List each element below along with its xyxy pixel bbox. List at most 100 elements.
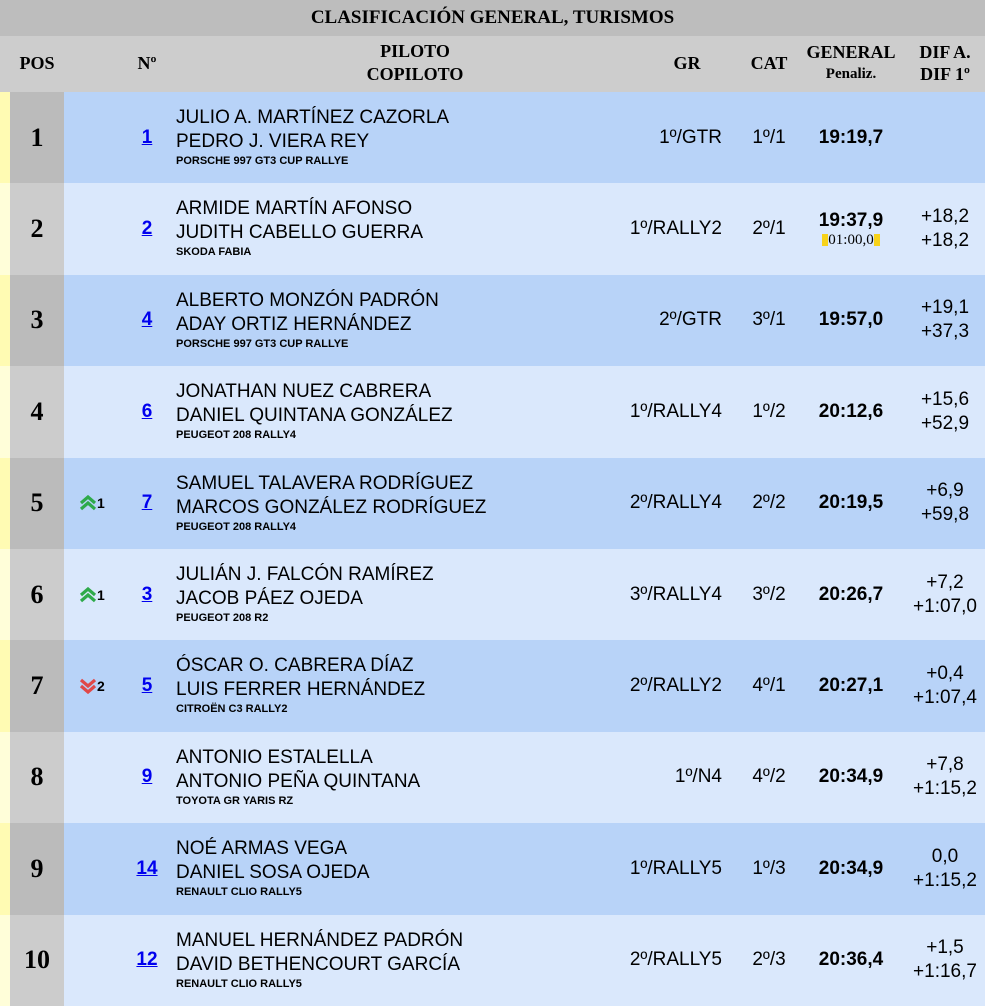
double-chevron-up-icon xyxy=(80,495,96,511)
general-time: 19:57,0 xyxy=(800,275,902,366)
codriver-name: DANIEL SOSA OJEDA xyxy=(176,862,370,884)
diff-first: +1:07,4 xyxy=(913,687,977,709)
crew: JONATHAN NUEZ CABRERA DANIEL QUINTANA GO… xyxy=(176,380,453,442)
total-time: 19:57,0 xyxy=(818,309,884,331)
codriver-name: JACOB PÁEZ OJEDA xyxy=(176,587,363,609)
crew: ANTONIO ESTALELLA ANTONIO PEÑA QUINTANA … xyxy=(176,746,420,808)
double-chevron-down-icon xyxy=(80,678,96,695)
diff-previous: +19,1 xyxy=(920,297,970,319)
car-number-link[interactable]: 3 xyxy=(141,583,153,605)
position: 8 xyxy=(10,731,64,824)
group-rank: 1º/GTR xyxy=(659,126,722,148)
header-copiloto: COPILOTO xyxy=(366,64,464,84)
header-pos: POS xyxy=(19,53,55,73)
row-marker xyxy=(0,274,10,367)
table-row: 7 2 5 ÓSCAR O. CABRERA DÍAZ LUIS FERRER … xyxy=(0,640,985,732)
category-rank: 3º/1 xyxy=(752,309,786,331)
crew: MANUEL HERNÁNDEZ PADRÓN DAVID BETHENCOUR… xyxy=(176,929,463,991)
car-number-link[interactable]: 5 xyxy=(141,675,153,697)
position-change: 1 xyxy=(80,549,105,640)
position: 9 xyxy=(10,823,64,915)
general-time: 20:34,9 xyxy=(800,732,902,823)
diff-previous: +15,6 xyxy=(920,388,970,410)
driver-name: JONATHAN NUEZ CABRERA xyxy=(176,381,432,403)
differences: +0,4 +1:07,4 xyxy=(905,640,985,731)
row-marker xyxy=(0,823,10,915)
header-general: GENERAL xyxy=(806,42,896,62)
diff-first: +59,8 xyxy=(920,504,970,526)
codriver-name: LUIS FERRER HERNÁNDEZ xyxy=(176,679,426,701)
diff-first: +1:07,0 xyxy=(913,595,977,617)
row-marker xyxy=(0,183,10,275)
differences: +18,2 +18,2 xyxy=(905,183,985,274)
table-row: 4 6 JONATHAN NUEZ CABRERA DANIEL QUINTAN… xyxy=(0,366,985,458)
total-time: 20:19,5 xyxy=(818,492,884,514)
diff-previous: +6,9 xyxy=(926,480,964,502)
diff-previous: +0,4 xyxy=(926,663,964,685)
position: 4 xyxy=(10,366,64,458)
header-cat: CAT xyxy=(750,53,788,73)
table-header: POS Nº PILOTO COPILOTO GR CAT GENERAL Pe… xyxy=(0,36,985,92)
driver-name: NOÉ ARMAS VEGA xyxy=(176,838,348,860)
header-piloto: PILOTO xyxy=(380,41,450,61)
header-dif-1: DIF 1º xyxy=(920,64,970,84)
row-marker xyxy=(0,548,10,641)
table-row: 1 1 JULIO A. MARTÍNEZ CAZORLA PEDRO J. V… xyxy=(0,92,985,184)
total-time: 19:19,7 xyxy=(818,126,884,148)
table-row: 6 1 3 JULIÁN J. FALCÓN RAMÍREZ JACOB PÁE… xyxy=(0,548,985,641)
total-time: 20:12,6 xyxy=(818,400,884,422)
driver-name: ÓSCAR O. CABRERA DÍAZ xyxy=(176,655,414,677)
category-rank: 2º/1 xyxy=(752,218,786,240)
differences: +1,5 +1:16,7 xyxy=(905,915,985,1006)
change-amount: 1 xyxy=(97,586,105,603)
general-time: 20:34,9 xyxy=(800,823,902,914)
diff-first: +1:16,7 xyxy=(913,961,977,983)
table-row: 8 9 ANTONIO ESTALELLA ANTONIO PEÑA QUINT… xyxy=(0,731,985,824)
header-gr: GR xyxy=(673,53,701,73)
differences: +6,9 +59,8 xyxy=(905,458,985,549)
position-change: 1 xyxy=(80,458,105,549)
position-change: 2 xyxy=(80,640,105,731)
car-number-link[interactable]: 12 xyxy=(136,949,158,971)
codriver-name: JUDITH CABELLO GUERRA xyxy=(176,222,424,244)
group-rank: 2º/RALLY5 xyxy=(629,949,722,971)
group-rank: 1º/RALLY5 xyxy=(629,857,722,879)
general-time: 20:27,1 xyxy=(800,640,902,731)
car-number-link[interactable]: 14 xyxy=(136,857,158,879)
car-number-link[interactable]: 9 xyxy=(141,766,153,788)
car-number-link[interactable]: 7 xyxy=(141,492,153,514)
header-penaliz: Penaliz. xyxy=(825,66,877,82)
car-number-link[interactable]: 6 xyxy=(141,400,153,422)
diff-previous: +1,5 xyxy=(926,937,964,959)
table-title: CLASIFICACIÓN GENERAL, TURISMOS xyxy=(0,0,985,36)
diff-first: +1:15,2 xyxy=(913,778,977,800)
group-rank: 2º/RALLY4 xyxy=(629,492,722,514)
car-model: PEUGEOT 208 RALLY4 xyxy=(176,520,297,533)
diff-previous: +7,2 xyxy=(926,571,964,593)
change-amount: 2 xyxy=(97,678,105,695)
car-number-link[interactable]: 2 xyxy=(141,218,153,240)
group-rank: 1º/N4 xyxy=(674,766,722,788)
total-time: 20:36,4 xyxy=(818,949,884,971)
group-rank: 2º/RALLY2 xyxy=(629,675,722,697)
general-time: 19:37,9 01:00,0 xyxy=(800,183,902,274)
car-number-link[interactable]: 1 xyxy=(141,126,153,148)
crew: ÓSCAR O. CABRERA DÍAZ LUIS FERRER HERNÁN… xyxy=(176,654,425,716)
table-row: 3 4 ALBERTO MONZÓN PADRÓN ADAY ORTIZ HER… xyxy=(0,274,985,367)
diff-first: +18,2 xyxy=(920,230,970,252)
driver-name: SAMUEL TALAVERA RODRÍGUEZ xyxy=(176,472,474,494)
row-marker xyxy=(0,457,10,549)
car-model: RENAULT CLIO RALLY5 xyxy=(176,886,302,899)
category-rank: 4º/2 xyxy=(752,766,786,788)
category-rank: 1º/2 xyxy=(752,400,786,422)
differences: 0,0 +1:15,2 xyxy=(905,823,985,914)
car-model: CITROËN C3 RALLY2 xyxy=(176,703,288,716)
position: 1 xyxy=(10,92,64,184)
category-rank: 2º/2 xyxy=(752,492,786,514)
car-number-link[interactable]: 4 xyxy=(141,309,153,331)
position: 7 xyxy=(10,640,64,732)
driver-name: JULIO A. MARTÍNEZ CAZORLA xyxy=(176,107,450,128)
position: 10 xyxy=(10,914,64,1006)
total-time: 20:26,7 xyxy=(818,583,884,605)
penalty-marker-icon xyxy=(873,234,880,247)
